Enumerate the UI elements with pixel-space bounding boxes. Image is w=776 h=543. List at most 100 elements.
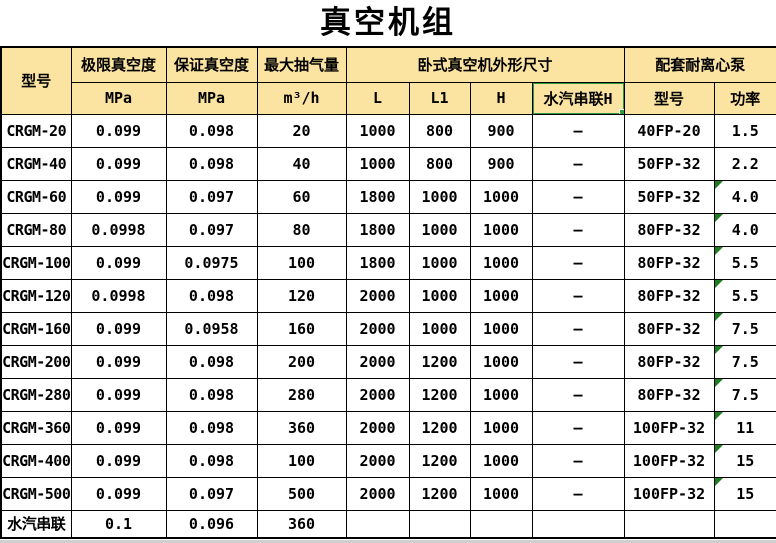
table-cell[interactable]: 1000 (408, 212, 471, 247)
header-capacity-unit[interactable]: m³/h (256, 81, 347, 115)
row-header-cell[interactable]: 水汽串联 (0, 509, 72, 539)
table-cell[interactable]: – (531, 344, 625, 379)
row-header-cell[interactable]: CRGM-500 (0, 476, 72, 511)
table-cell[interactable]: 50FP-32 (623, 179, 715, 214)
table-cell[interactable]: 4.0 (713, 179, 776, 214)
table-cell[interactable]: 1000 (469, 245, 533, 280)
header-dim-h[interactable]: H (469, 81, 533, 115)
table-cell[interactable]: 20 (256, 113, 347, 148)
table-cell[interactable]: 900 (469, 113, 533, 148)
table-cell[interactable]: 0.098 (165, 410, 258, 445)
table-cell[interactable]: – (531, 410, 625, 445)
table-cell[interactable]: 7.5 (713, 377, 776, 412)
table-cell[interactable]: 80 (256, 212, 347, 247)
table-cell[interactable]: 280 (256, 377, 347, 412)
table-cell[interactable]: 0.099 (70, 179, 167, 214)
table-cell[interactable]: 0.1 (70, 509, 167, 539)
table-cell[interactable]: – (531, 113, 625, 148)
table-cell[interactable]: 2000 (345, 410, 410, 445)
table-cell[interactable] (469, 509, 533, 539)
table-cell[interactable]: 50FP-32 (623, 146, 715, 181)
table-cell[interactable]: 2000 (345, 476, 410, 511)
table-cell[interactable]: 0.099 (70, 245, 167, 280)
table-cell[interactable]: 7.5 (713, 344, 776, 379)
table-cell[interactable] (623, 509, 715, 539)
table-cell[interactable]: – (531, 212, 625, 247)
table-cell[interactable]: 0.099 (70, 476, 167, 511)
table-cell[interactable]: 1000 (469, 443, 533, 478)
table-cell[interactable]: 1.5 (713, 113, 776, 148)
table-cell[interactable]: – (531, 443, 625, 478)
table-cell[interactable]: 2000 (345, 344, 410, 379)
row-header-cell[interactable]: CRGM-280 (0, 377, 72, 412)
table-cell[interactable]: 0.098 (165, 443, 258, 478)
table-cell[interactable]: 7.5 (713, 311, 776, 346)
table-cell[interactable]: 1200 (408, 377, 471, 412)
table-cell[interactable]: 0.099 (70, 410, 167, 445)
row-header-cell[interactable]: CRGM-40 (0, 146, 72, 181)
row-header-cell[interactable]: CRGM-160 (0, 311, 72, 346)
table-cell[interactable]: – (531, 377, 625, 412)
table-cell[interactable]: 1800 (345, 179, 410, 214)
table-cell[interactable]: 0.098 (165, 278, 258, 313)
table-cell[interactable] (713, 509, 776, 539)
table-cell[interactable]: 40 (256, 146, 347, 181)
table-cell[interactable]: 1200 (408, 476, 471, 511)
table-cell[interactable]: 0.098 (165, 377, 258, 412)
table-cell[interactable]: 900 (469, 146, 533, 181)
table-cell[interactable]: 1000 (408, 278, 471, 313)
table-cell[interactable]: 100 (256, 245, 347, 280)
table-cell[interactable]: 0.098 (165, 146, 258, 181)
table-cell[interactable]: 0.0958 (165, 311, 258, 346)
table-cell[interactable]: 100 (256, 443, 347, 478)
table-cell[interactable]: – (531, 245, 625, 280)
header-max-capacity[interactable]: 最大抽气量 (256, 46, 347, 83)
header-guaranteed-unit[interactable]: MPa (165, 81, 258, 115)
header-pump-model[interactable]: 型号 (623, 81, 715, 115)
header-dim-l[interactable]: L (345, 81, 410, 115)
table-cell[interactable]: 1800 (345, 245, 410, 280)
row-header-cell[interactable]: CRGM-400 (0, 443, 72, 478)
row-header-cell[interactable]: CRGM-200 (0, 344, 72, 379)
table-cell[interactable]: 2000 (345, 311, 410, 346)
row-header-cell[interactable]: CRGM-100 (0, 245, 72, 280)
header-steam-series-h-selected-cell[interactable]: 水汽串联H (531, 81, 625, 115)
table-cell[interactable]: 2000 (345, 377, 410, 412)
table-cell[interactable]: 1000 (469, 476, 533, 511)
table-cell[interactable]: 0.096 (165, 509, 258, 539)
table-cell[interactable]: 80FP-32 (623, 311, 715, 346)
table-cell[interactable]: 100FP-32 (623, 410, 715, 445)
table-cell[interactable]: 1000 (469, 278, 533, 313)
table-cell[interactable]: 1000 (408, 311, 471, 346)
table-cell[interactable]: 1000 (469, 344, 533, 379)
table-cell[interactable]: 100FP-32 (623, 443, 715, 478)
table-cell[interactable]: 1800 (345, 212, 410, 247)
table-cell[interactable]: 1000 (469, 212, 533, 247)
table-cell[interactable]: 0.097 (165, 476, 258, 511)
table-cell[interactable]: 800 (408, 146, 471, 181)
table-cell[interactable]: 0.0998 (70, 212, 167, 247)
table-cell[interactable]: – (531, 476, 625, 511)
fill-handle[interactable] (618, 108, 624, 113)
table-cell[interactable]: 1000 (469, 377, 533, 412)
table-cell[interactable]: 5.5 (713, 278, 776, 313)
table-cell[interactable]: 80FP-32 (623, 344, 715, 379)
table-cell[interactable]: 1200 (408, 410, 471, 445)
table-cell[interactable]: 0.099 (70, 344, 167, 379)
table-cell[interactable]: 11 (713, 410, 776, 445)
row-header-cell[interactable]: CRGM-120 (0, 278, 72, 313)
table-cell[interactable]: – (531, 278, 625, 313)
table-cell[interactable]: 500 (256, 476, 347, 511)
header-pump-group[interactable]: 配套耐离心泵 (623, 46, 776, 83)
table-cell[interactable]: 0.099 (70, 146, 167, 181)
table-cell[interactable]: 4.0 (713, 212, 776, 247)
row-header-cell[interactable]: CRGM-60 (0, 179, 72, 214)
table-cell[interactable]: 120 (256, 278, 347, 313)
table-cell[interactable]: 2000 (345, 278, 410, 313)
table-cell[interactable]: 15 (713, 476, 776, 511)
table-cell[interactable]: 0.098 (165, 113, 258, 148)
header-model[interactable]: 型号 (0, 46, 72, 115)
table-cell[interactable]: 80FP-32 (623, 245, 715, 280)
row-header-cell[interactable]: CRGM-80 (0, 212, 72, 247)
table-cell[interactable]: 0.0975 (165, 245, 258, 280)
